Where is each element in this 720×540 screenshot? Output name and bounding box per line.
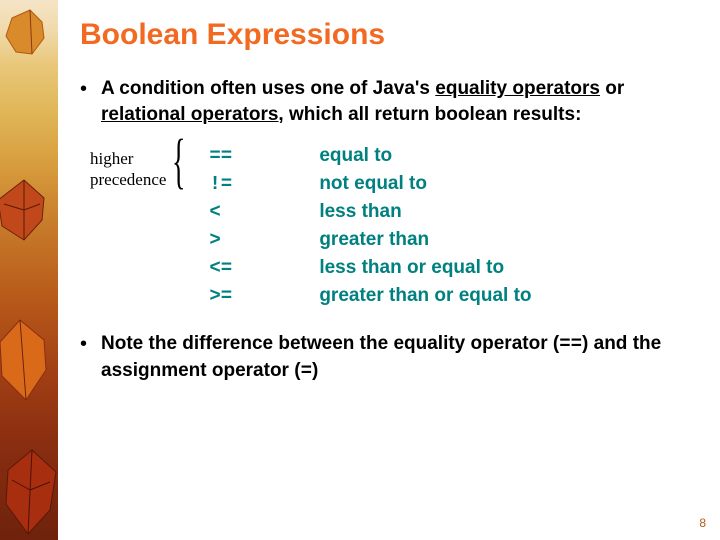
op-desc: less than xyxy=(319,201,531,223)
bullet-2-text: Note the difference between the equality… xyxy=(101,331,700,384)
b1-mid: or xyxy=(600,78,624,99)
slide-title: Boolean Expressions xyxy=(80,18,700,52)
op-sym: != xyxy=(209,173,319,195)
operator-block: higher precedence { == equal to != not e… xyxy=(90,145,700,307)
op-sym: == xyxy=(209,145,319,167)
prec-line2: precedence xyxy=(90,170,166,189)
op-desc: less than or equal to xyxy=(319,257,531,279)
page-number: 8 xyxy=(699,516,706,530)
operator-table: == equal to != not equal to < less than … xyxy=(209,145,531,307)
b2-prefix: Note the difference between the equality… xyxy=(101,333,559,354)
op-desc: greater than xyxy=(319,229,531,251)
op-desc: not equal to xyxy=(319,173,531,195)
op-sym: <= xyxy=(209,257,319,279)
prec-line1: higher xyxy=(90,149,133,168)
b1-prefix: A condition often uses one of Java's xyxy=(101,78,435,99)
leaves-art xyxy=(0,0,58,540)
brace-icon: { xyxy=(172,141,185,184)
op-desc: greater than or equal to xyxy=(319,285,531,307)
b2-eq: == xyxy=(559,333,582,355)
op-sym: > xyxy=(209,229,319,251)
b1-underline-2: relational operators, xyxy=(101,104,284,125)
slide-content: Boolean Expressions • A condition often … xyxy=(80,18,700,403)
b1-suffix: which all return boolean results: xyxy=(284,104,582,125)
bullet-2: • Note the difference between the equali… xyxy=(80,331,700,384)
bullet-1: • A condition often uses one of Java's e… xyxy=(80,76,700,127)
op-desc: equal to xyxy=(319,145,531,167)
precedence-label: higher precedence xyxy=(90,145,166,190)
bullet-marker: • xyxy=(80,331,87,357)
bullet-1-text: A condition often uses one of Java's equ… xyxy=(101,76,700,127)
op-sym: >= xyxy=(209,285,319,307)
b2-as: = xyxy=(301,360,312,382)
b1-underline-1: equality operators xyxy=(435,78,600,99)
b2-suffix: ) xyxy=(312,360,318,381)
op-sym: < xyxy=(209,201,319,223)
decorative-sidebar xyxy=(0,0,58,540)
bullet-marker: • xyxy=(80,76,87,102)
